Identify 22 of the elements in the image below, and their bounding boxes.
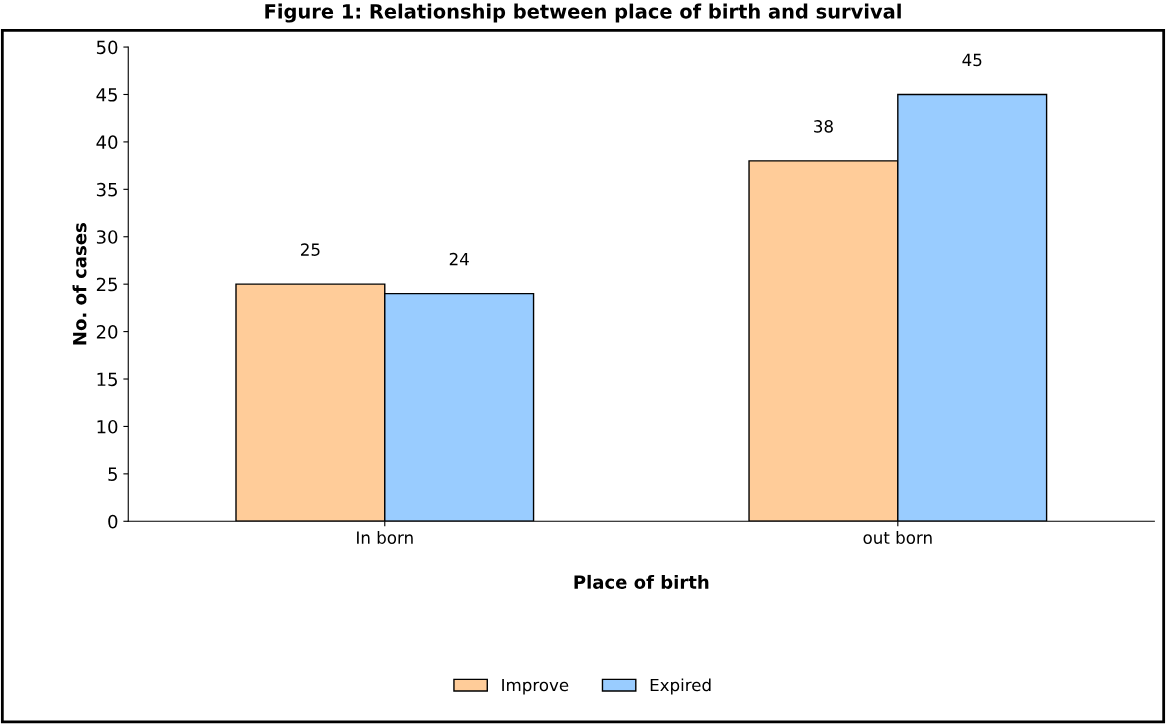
x-tick-label: out born <box>863 531 932 544</box>
data-label: 25 <box>301 243 320 256</box>
data-label: 38 <box>814 120 833 133</box>
y-tick-label: 10 <box>97 419 118 434</box>
y-tick-label: 25 <box>96 277 117 292</box>
y-tick-label: 40 <box>96 135 118 150</box>
y-axis-title: No. of cases <box>72 223 87 345</box>
y-tick-label: 5 <box>108 467 117 481</box>
y-tick-label: 15 <box>97 372 117 387</box>
y-tick-label: 20 <box>96 325 118 339</box>
y-tick-label: 35 <box>96 182 117 197</box>
y-tick-label: 45 <box>96 88 117 102</box>
data-label: 45 <box>962 53 982 67</box>
chart-title: Figure 1: Relationship between place of birth and survival <box>265 3 901 23</box>
legend-label: Improve <box>502 678 569 695</box>
y-tick-label: 0 <box>108 514 118 529</box>
data-label: 24 <box>449 252 469 266</box>
legend-label: Expired <box>650 678 711 695</box>
x-tick-label: In born <box>357 531 413 544</box>
y-tick-label: 30 <box>96 230 118 244</box>
x-axis-title: Place of birth <box>574 574 709 589</box>
y-tick-label: 50 <box>96 40 118 55</box>
